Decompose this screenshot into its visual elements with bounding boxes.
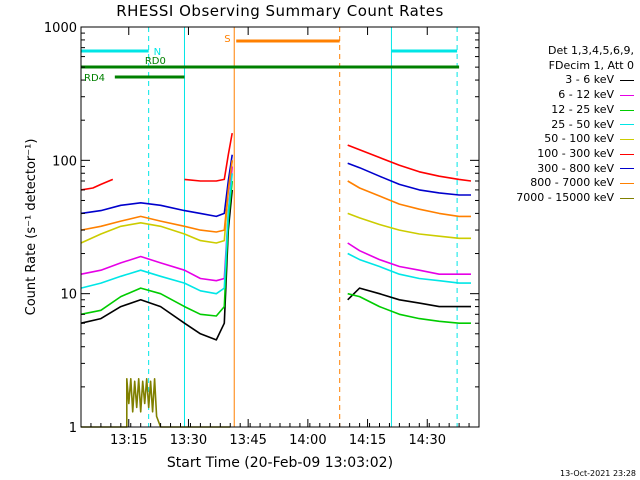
vertical-markers [148, 27, 458, 427]
legend-entry: 300 - 800 keV [484, 162, 634, 177]
y-tick-label-0: 1 [69, 421, 77, 436]
legend-entry-label: 100 - 300 keV [537, 146, 614, 160]
legend-entry-label: 25 - 50 keV [551, 117, 614, 131]
legend-entry-label: 12 - 25 keV [551, 102, 614, 116]
legend-entry: 3 - 6 keV [484, 73, 634, 88]
legend-entry: 12 - 25 keV [484, 103, 634, 118]
legend-entry: 50 - 100 keV [484, 132, 634, 147]
status-bar-label-4: S [224, 34, 230, 45]
legend: Det 1,3,4,5,6,9, FDecim 1, Att 0 3 - 6 k… [484, 44, 634, 206]
series-line-7-0 [80, 160, 233, 233]
legend-header-line-1: Det 1,3,4,5,6,9, [547, 44, 634, 57]
status-bar-label-2: RD0 [145, 56, 166, 67]
legend-swatch [620, 183, 634, 185]
legend-header-line-2: FDecim 1, Att 0 [548, 58, 634, 72]
x-tick-label-5: 14:30 [409, 433, 446, 448]
legend-entry-label: 800 - 7000 keV [530, 176, 614, 190]
legend-entry: 25 - 50 keV [484, 118, 634, 133]
y-tick-label-2: 100 [52, 154, 77, 169]
status-bar-label-3: RD4 [84, 73, 105, 84]
series-lines [80, 132, 472, 428]
legend-entry: 800 - 7000 keV [484, 176, 634, 191]
x-tick-label-2: 13:45 [229, 433, 266, 448]
legend-swatch [620, 94, 634, 96]
x-axis-label: Start Time (20-Feb-09 13:03:02) [167, 455, 393, 471]
series-line-5-0 [80, 178, 114, 191]
legend-swatch [620, 139, 634, 141]
legend-swatch [620, 109, 634, 111]
series-line-5-2 [347, 144, 472, 182]
plot-frame [80, 26, 480, 428]
footer-timestamp: 13-Oct-2021 23:28 [560, 469, 636, 478]
legend-swatch [620, 153, 634, 155]
series-line-0-1 [347, 287, 471, 308]
legend-entry-label: 3 - 6 keV [565, 73, 614, 87]
legend-entry: 100 - 300 keV [484, 147, 634, 162]
x-tick-label-1: 13:30 [170, 433, 207, 448]
legend-entry-label: 50 - 100 keV [544, 132, 614, 146]
series-line-6-0 [80, 154, 233, 218]
series-line-5-1 [184, 132, 233, 182]
x-axis: 13:15 13:30 13:45 14:00 14:15 14:30 [80, 27, 480, 448]
legend-swatch [620, 197, 634, 199]
x-tick-label-4: 14:15 [349, 433, 386, 448]
series-line-6-1 [347, 162, 471, 196]
series-line-2-1 [347, 292, 471, 325]
legend-entry-label: 7000 - 15000 keV [516, 191, 614, 205]
legend-entry-label: 6 - 12 keV [558, 88, 614, 102]
series-line-1-1 [347, 242, 471, 276]
series-line-3-0 [80, 173, 233, 295]
legend-entry-label: 300 - 800 keV [537, 161, 614, 175]
x-tick-label-0: 13:15 [110, 433, 147, 448]
y-axis: 1 10 100 1000 [44, 21, 479, 436]
x-tick-label-3: 14:00 [289, 433, 326, 448]
y-tick-label-3: 1000 [44, 21, 77, 36]
status-bar-label-0: N [154, 47, 161, 58]
legend-swatch [620, 80, 634, 82]
legend-swatch [620, 168, 634, 170]
series-line-2-0 [80, 180, 233, 317]
legend-entry: 7000 - 15000 keV [484, 191, 634, 206]
legend-entry: 6 - 12 keV [484, 88, 634, 103]
chart-title: RHESSI Observing Summary Count Rates [116, 2, 444, 20]
series-line-8-0 [81, 377, 231, 428]
legend-swatch [620, 124, 634, 126]
series-line-7-1 [347, 180, 471, 218]
series-line-0-0 [80, 189, 233, 341]
y-axis-label: Count Rate (s⁻¹ detector⁻¹) [24, 139, 39, 316]
series-line-4-1 [347, 212, 471, 240]
series-line-3-1 [347, 252, 471, 284]
y-tick-label-1: 10 [60, 288, 77, 303]
